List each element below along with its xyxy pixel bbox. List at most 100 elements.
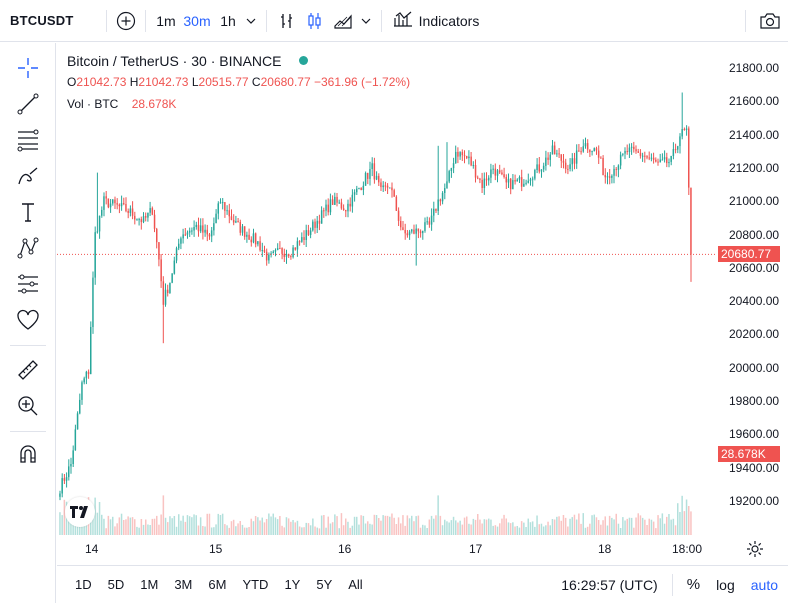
fib-retracement-icon[interactable]: [12, 125, 44, 155]
candlestick-chart[interactable]: [57, 43, 717, 538]
price-tick-label: 19200.00: [729, 494, 780, 508]
range-ytd[interactable]: YTD: [242, 577, 269, 592]
bars-chart-icon[interactable]: [273, 6, 301, 36]
range-3m[interactable]: 3M: [174, 577, 193, 592]
volume-bar: [602, 520, 604, 535]
volume-bar: [639, 515, 642, 535]
volume-bar: [586, 526, 589, 535]
chart-type-chevron-down-icon[interactable]: [357, 6, 375, 36]
candle-body: [652, 157, 655, 160]
area-chart-icon[interactable]: [329, 6, 357, 36]
legend-ohlc-row: O21042.73 H21042.73 L20515.77 C20680.77 …: [67, 75, 411, 89]
range-1y[interactable]: 1Y: [284, 577, 301, 592]
candle-body: [386, 185, 389, 188]
pattern-icon[interactable]: [12, 233, 44, 263]
prediction-icon[interactable]: [12, 269, 44, 299]
candle-body: [545, 157, 547, 166]
candle-body: [378, 175, 380, 183]
volume-bar: [655, 528, 657, 535]
candle-body: [178, 243, 180, 249]
price-scale[interactable]: 21800.00 21600.00 21400.00 21200.00 21000.00…: [717, 43, 788, 538]
volume-bar: [536, 515, 538, 535]
volume-bar: [490, 519, 492, 535]
volume-bar: [386, 515, 389, 535]
legend-title: Bitcoin / TetherUS · 30 · BINANCE: [67, 53, 282, 69]
symbol-search[interactable]: BTCUSDT: [10, 13, 74, 28]
candle-body: [593, 148, 595, 152]
volume-bar: [287, 518, 290, 535]
volume-bar: [246, 527, 248, 535]
range-5y[interactable]: 5Y: [316, 577, 333, 592]
candle-body: [479, 178, 481, 180]
volume-bar: [232, 519, 235, 535]
volume-bar: [312, 518, 314, 535]
candle-body: [268, 254, 270, 261]
bottom-toolbar: 1D 5D 1M 3M 6M YTD 1Y 5Y All 16:29:57 (U…: [57, 565, 788, 603]
candle-body: [516, 179, 518, 182]
candle-body: [215, 213, 217, 224]
candle-body: [123, 203, 125, 205]
candle-body: [202, 225, 204, 233]
candles-chart-icon[interactable]: [301, 6, 329, 36]
magnet-icon[interactable]: [12, 439, 44, 469]
ruler-icon[interactable]: [12, 355, 44, 385]
interval-chevron-down-icon[interactable]: [242, 6, 260, 36]
volume-bar: [373, 514, 376, 535]
volume-bar: [505, 518, 507, 535]
tradingview-logo[interactable]: [65, 497, 95, 527]
volume-bar: [353, 516, 356, 535]
indicators-button[interactable]: Indicators: [388, 6, 484, 36]
interval-1m[interactable]: 1m: [156, 12, 176, 29]
candle-body: [186, 232, 189, 235]
log-toggle[interactable]: log: [716, 576, 735, 593]
settings-gear-icon[interactable]: [745, 539, 765, 559]
candle-body: [70, 464, 72, 467]
candle-body: [589, 149, 591, 153]
range-6m[interactable]: 6M: [208, 577, 227, 592]
range-5d[interactable]: 5D: [107, 577, 125, 592]
volume-bar: [459, 520, 461, 535]
crosshair-icon[interactable]: [12, 53, 44, 83]
volume-bar: [567, 526, 569, 535]
compare-add-icon[interactable]: [113, 6, 139, 36]
clock[interactable]: 16:29:57 (UTC): [561, 576, 658, 593]
zoom-in-icon[interactable]: [12, 391, 44, 421]
volume-bar: [274, 517, 277, 535]
auto-toggle[interactable]: auto: [750, 576, 778, 593]
camera-icon[interactable]: [752, 6, 788, 36]
text-tool-icon[interactable]: [12, 197, 44, 227]
time-axis[interactable]: 14 15 16 17 18 18:00: [57, 538, 717, 565]
favorites-heart-icon[interactable]: [12, 305, 44, 335]
range-1d[interactable]: 1D: [75, 577, 92, 592]
volume-bar: [644, 519, 646, 535]
volume-bar: [136, 526, 138, 535]
candle-body: [661, 159, 664, 161]
candle-body: [422, 230, 424, 234]
chart-pane[interactable]: Bitcoin / TetherUS · 30 · BINANCE O21042…: [57, 43, 788, 565]
volume-bar: [499, 523, 501, 535]
brush-icon[interactable]: [12, 161, 44, 191]
candle-body: [230, 216, 233, 220]
candle-body: [199, 225, 202, 232]
percent-toggle[interactable]: %: [686, 576, 701, 593]
volume-bar: [138, 527, 140, 535]
range-1m[interactable]: 1M: [140, 577, 159, 592]
volume-bar: [325, 527, 327, 535]
candle-body: [369, 169, 371, 179]
trend-line-icon[interactable]: [12, 89, 44, 119]
range-all[interactable]: All: [348, 577, 363, 592]
volume-bar: [545, 525, 547, 535]
candle-body: [241, 226, 244, 233]
candle-body: [556, 153, 558, 155]
volume-bar: [408, 518, 411, 535]
interval-1h[interactable]: 1h: [220, 12, 236, 29]
volume-bar: [349, 527, 351, 535]
candle-body: [406, 233, 409, 236]
candle-body: [688, 128, 690, 188]
volume-bar: [402, 515, 404, 535]
candle-body: [503, 174, 505, 177]
volume-bar: [101, 514, 103, 535]
volume-bar: [657, 515, 659, 535]
candle-body: [477, 177, 479, 179]
interval-30m[interactable]: 30m: [183, 12, 211, 29]
